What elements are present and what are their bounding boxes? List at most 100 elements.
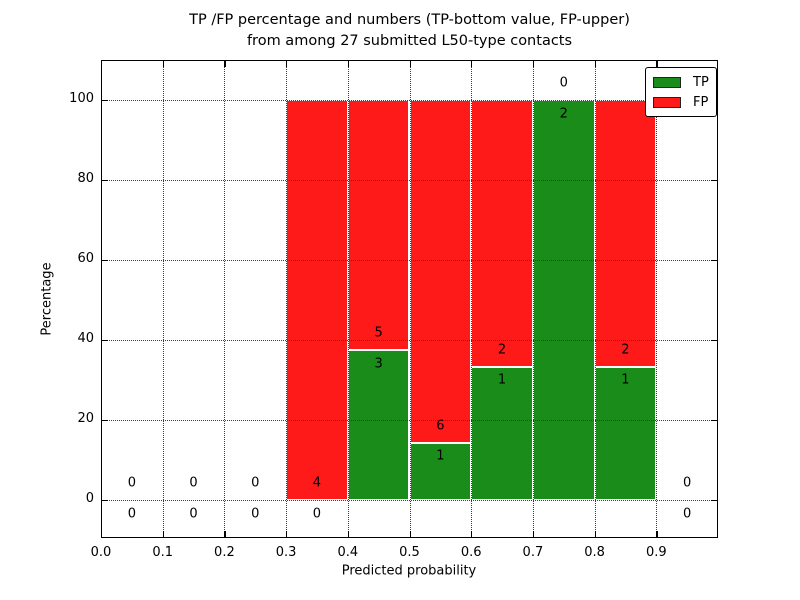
x-tick-top (286, 60, 288, 67)
annotation-tp-count: 0 (312, 506, 322, 522)
annotation-tp-count: 1 (621, 372, 630, 388)
x-tick-bottom (594, 531, 596, 538)
gridline-y (101, 180, 718, 181)
x-tick-bottom (224, 531, 226, 538)
x-tick-bottom (286, 531, 288, 538)
y-tick-right (711, 420, 718, 422)
x-tick-top (594, 60, 596, 67)
chart-title-line2: from among 27 submitted L50-type contact… (246, 33, 573, 49)
annotation-tp-count: 0 (251, 506, 260, 522)
x-tick-top (471, 60, 473, 67)
bar-tp-segment (409, 442, 472, 500)
x-tick-label: 0.6 (460, 545, 482, 560)
gridline-x (224, 60, 226, 538)
x-tick-label: 0.8 (584, 545, 605, 560)
tp-color-swatch (653, 76, 681, 88)
x-tick-bottom (532, 531, 535, 538)
gridline-x (286, 60, 288, 538)
x-tick-label: 0.2 (214, 545, 235, 560)
gridline-x (594, 60, 596, 538)
annotation-fp-count: 0 (683, 475, 692, 491)
annotation-tp-count: 1 (497, 372, 507, 388)
annotation-tp-count: 1 (436, 448, 445, 464)
gridline-x (347, 60, 349, 538)
y-tick-left (101, 340, 108, 342)
y-tick-label: 100 (69, 91, 94, 106)
chart-title-line1: TP /FP percentage and numbers (TP-bottom… (189, 12, 630, 28)
x-tick-label: 0.4 (337, 545, 359, 560)
y-tick-label: 40 (77, 331, 94, 346)
x-tick-label: 0.0 (90, 545, 112, 560)
gridline-y (101, 100, 718, 101)
annotation-tp-count: 0 (683, 506, 692, 522)
gridline-y (101, 420, 718, 421)
y-tick-right (711, 500, 718, 502)
gridline-y (101, 500, 718, 501)
bar-tp-segment (471, 366, 533, 500)
y-tick-right (711, 340, 718, 342)
y-tick-left (101, 260, 108, 262)
x-tick-top (162, 60, 164, 67)
x-tick-label: 0.7 (522, 545, 544, 560)
annotation-fp-count: 0 (251, 475, 260, 491)
y-tick-left (101, 420, 108, 422)
x-tick-label: 0.5 (399, 545, 420, 560)
bar-fp-segment (409, 100, 472, 443)
bar-tp-segment (594, 366, 657, 500)
gridline-x (532, 60, 534, 538)
gridline-x (409, 60, 411, 538)
x-tick-top (347, 60, 350, 67)
y-axis-label: Percentage (39, 262, 55, 336)
x-tick-top (656, 60, 658, 67)
x-tick-bottom (162, 531, 164, 538)
gridline-x (656, 60, 658, 538)
annotation-fp-count: 2 (621, 342, 630, 358)
gridline-y (101, 260, 718, 261)
annotation-fp-count: 0 (127, 475, 136, 491)
gridline-x (471, 60, 473, 538)
x-tick-bottom (471, 531, 473, 538)
annotation-tp-count: 0 (189, 506, 198, 522)
gridline-x (162, 60, 164, 538)
x-tick-bottom (656, 531, 658, 538)
x-tick-label: 0.3 (275, 545, 297, 560)
y-tick-right (711, 180, 718, 182)
y-tick-left (101, 180, 108, 182)
bar-fp-segment (347, 100, 410, 350)
y-tick-label: 60 (77, 251, 94, 266)
y-tick-right (711, 260, 718, 262)
y-tick-left (101, 100, 108, 102)
annotation-fp-count: 6 (436, 418, 445, 434)
annotation-fp-count: 2 (497, 342, 507, 358)
fp-color-swatch (653, 96, 681, 108)
legend-item-fp: FP (646, 95, 716, 110)
y-tick-label: 80 (77, 171, 94, 186)
annotation-fp-count: 0 (559, 75, 568, 91)
x-tick-bottom (409, 531, 411, 538)
y-tick-label: 0 (85, 491, 94, 506)
legend-label-tp: TP (693, 74, 709, 90)
annotation-fp-count: 4 (312, 475, 322, 491)
x-axis-label: Predicted probability (341, 563, 477, 579)
x-tick-top (409, 60, 411, 67)
x-tick-top (532, 60, 535, 67)
plot-area: 0 0 0 0 0 0 4 0 5 3 6 1 2 1 0 2 2 1 0 0 (101, 60, 718, 538)
legend: TP FP (645, 67, 717, 117)
x-tick-label: 0.1 (152, 545, 174, 560)
legend-label-fp: FP (693, 94, 709, 110)
annotation-fp-count: 0 (189, 475, 198, 491)
x-tick-bottom (347, 531, 350, 538)
x-tick-label: 0.9 (645, 545, 667, 560)
annotation-tp-count: 3 (374, 356, 383, 372)
bar-fp-segment (286, 100, 348, 500)
y-tick-label: 20 (77, 411, 94, 426)
y-tick-left (101, 500, 108, 502)
bar-tp-segment (532, 100, 595, 500)
chart-title: TP /FP percentage and numbers (TP-bottom… (101, 10, 718, 52)
legend-item-tp: TP (646, 75, 716, 90)
annotation-fp-count: 5 (374, 325, 383, 341)
x-tick-top (224, 60, 226, 67)
bar-fp-segment (594, 100, 657, 367)
axes-frame (101, 60, 718, 538)
